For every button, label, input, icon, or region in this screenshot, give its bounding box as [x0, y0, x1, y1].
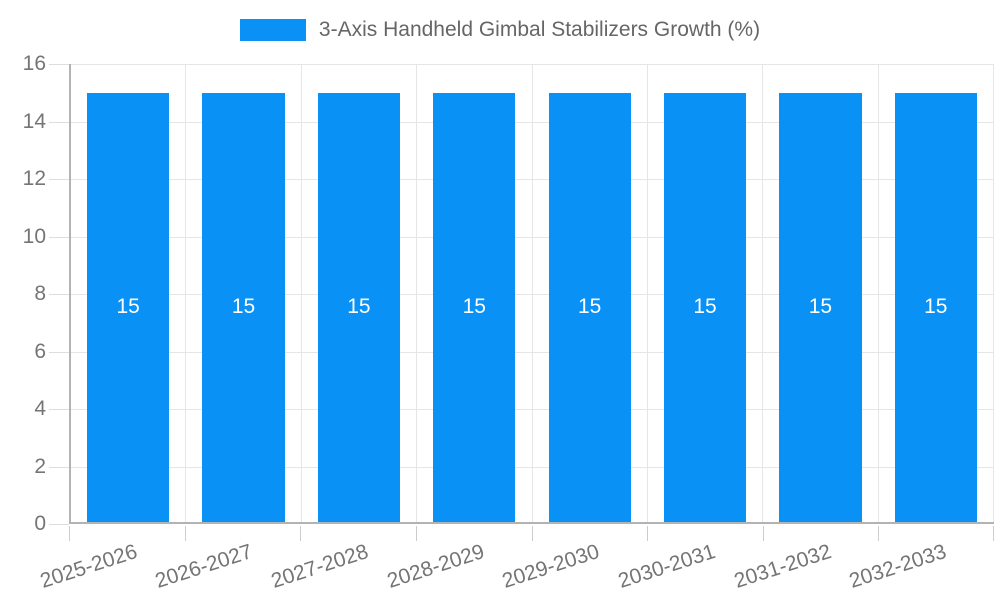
y-tick-mark: [49, 294, 69, 295]
y-tick-label-6: 6: [34, 339, 46, 363]
gridline-h: [71, 466, 994, 468]
category-slot: 15: [71, 64, 187, 522]
category-slot: 15: [533, 64, 648, 522]
x-tick-mark: [993, 526, 994, 541]
x-tick-mark: [647, 526, 649, 541]
legend-swatch-icon: [239, 19, 306, 41]
bar-value-label: 15: [231, 295, 256, 319]
legend-item-growth[interactable]: 3-Axis Handheld Gimbal Stabilizers Growt…: [239, 17, 761, 43]
gridline-h: [71, 64, 994, 65]
x-tick-mark: [69, 526, 70, 541]
bar-2025-2026[interactable]: 15: [87, 92, 170, 522]
y-tick-label-10: 10: [22, 224, 46, 248]
category-slot: 15: [417, 64, 533, 522]
category-slot: 15: [648, 64, 764, 522]
bar-2027-2028[interactable]: 15: [317, 92, 401, 522]
bar-2032-2033[interactable]: 15: [894, 92, 977, 522]
gridline-h: [71, 351, 994, 353]
y-tick-mark: [49, 121, 69, 123]
bar-value-label: 15: [116, 295, 140, 319]
y-tick-mark: [49, 466, 69, 468]
category-slot: 15: [763, 64, 879, 522]
y-tick-label-0: 0: [34, 512, 46, 535]
gridline-h: [71, 409, 994, 410]
bar-value-label: 15: [808, 295, 833, 319]
gridline-h: [71, 179, 994, 180]
y-tick-mark: [49, 351, 69, 353]
bar-value-label: 15: [462, 295, 486, 319]
bar-value-label: 15: [577, 295, 602, 319]
y-tick-label-8: 8: [34, 282, 46, 305]
y-tick-label-2: 2: [34, 454, 46, 478]
bar-value-label: 15: [347, 295, 371, 319]
y-tick-mark: [49, 236, 69, 238]
y-tick-mark: [49, 64, 69, 65]
bar-value-label: 15: [693, 295, 717, 319]
plot-area: 15 15 15 15 15 15: [69, 64, 994, 524]
gridline-h: [71, 236, 994, 238]
x-tick-mark: [531, 526, 533, 541]
bar-2030-2031[interactable]: 15: [663, 92, 747, 522]
y-tick-label-14: 14: [22, 109, 46, 133]
y-tick-mark: [49, 179, 69, 180]
x-tick-mark: [300, 526, 302, 541]
legend: 3-Axis Handheld Gimbal Stabilizers Growt…: [0, 17, 1000, 43]
y-tick-mark: [49, 409, 69, 410]
bar-value-label: 15: [924, 295, 948, 319]
y-tick-mark: [49, 523, 69, 525]
category-slot: 15: [186, 64, 302, 522]
y-tick-label-12: 12: [22, 167, 46, 190]
y-tick-label-16: 16: [22, 52, 46, 75]
x-tick-mark: [184, 526, 186, 541]
x-tick-mark: [762, 526, 764, 541]
gridline-h: [71, 121, 994, 123]
category-slot: 15: [879, 64, 994, 522]
category-slot: 15: [302, 64, 418, 522]
x-tick-mark: [878, 526, 880, 541]
bar-2029-2030[interactable]: 15: [548, 92, 631, 522]
y-tick-label-4: 4: [34, 397, 46, 420]
bar-2028-2029[interactable]: 15: [433, 92, 516, 522]
gridline-h: [71, 294, 994, 295]
bar-2026-2027[interactable]: 15: [202, 92, 285, 522]
x-tick-mark: [415, 526, 417, 541]
bar-2031-2032[interactable]: 15: [779, 92, 862, 522]
legend-label: 3-Axis Handheld Gimbal Stabilizers Growt…: [318, 18, 761, 41]
